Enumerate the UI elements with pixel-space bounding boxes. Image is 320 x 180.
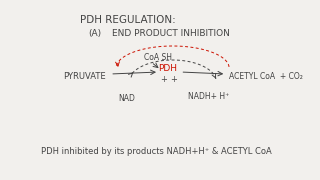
Text: NAD: NAD — [118, 93, 135, 102]
Text: +: + — [160, 75, 167, 84]
Text: PDH REGULATION:: PDH REGULATION: — [80, 15, 176, 25]
Text: PYRUVATE: PYRUVATE — [63, 71, 106, 80]
Text: +: + — [170, 75, 177, 84]
Text: END PRODUCT INHIBITION: END PRODUCT INHIBITION — [112, 28, 230, 37]
Text: (A): (A) — [88, 28, 101, 37]
Text: NADH+ H⁺: NADH+ H⁺ — [188, 91, 229, 100]
Text: PDH: PDH — [158, 64, 177, 73]
Text: CoA SH: CoA SH — [144, 53, 172, 62]
Text: ACETYL CoA  + CO₂: ACETYL CoA + CO₂ — [229, 71, 303, 80]
Text: PDH inhibited by its products NADH+H⁺ & ACETYL CoA: PDH inhibited by its products NADH+H⁺ & … — [41, 147, 271, 156]
